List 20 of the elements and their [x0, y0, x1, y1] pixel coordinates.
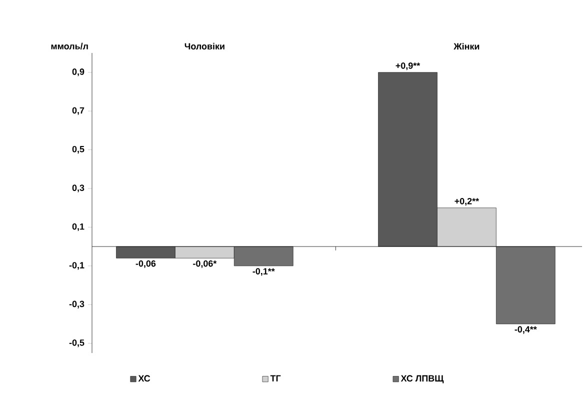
- data-label: -0,06: [136, 260, 156, 268]
- y-tick-label: 0,1: [72, 223, 84, 232]
- y-tick-label: 0,5: [72, 146, 84, 154]
- y-tick-label: -0,1: [69, 262, 84, 270]
- x-tick-label: Чоловіки: [184, 42, 224, 50]
- legend-label: ТГ: [270, 375, 281, 382]
- y-tick-label: -0,5: [69, 339, 84, 348]
- y-tick-label: -0,3: [69, 300, 84, 308]
- legend-label: ХС ЛПВЩ: [400, 375, 444, 384]
- data-label: +0,9**: [396, 62, 420, 70]
- legend-label: ХС: [138, 375, 150, 382]
- data-label: -0,4**: [514, 326, 537, 334]
- data-label: -0,1**: [252, 268, 275, 276]
- y-tick-label: 0,7: [72, 107, 84, 115]
- data-label: +0,2**: [454, 198, 480, 206]
- data-label: -0,06*: [193, 260, 217, 268]
- y-tick-label: 0,9: [72, 68, 84, 76]
- y-axis-title: ммоль/л: [51, 42, 88, 50]
- x-tick-label: Жінки: [454, 42, 480, 50]
- y-tick-label: 0,3: [72, 184, 84, 192]
